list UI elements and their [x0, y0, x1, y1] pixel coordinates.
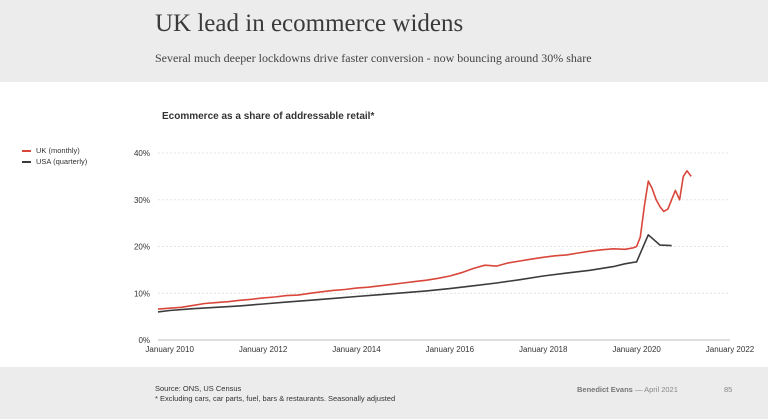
source-note: Source: ONS, US Census * Excluding cars,… — [155, 384, 395, 404]
page-subtitle: Several much deeper lockdowns drive fast… — [155, 51, 592, 65]
x-tick-label: January 2020 — [612, 345, 661, 354]
y-tick-label: 30% — [134, 196, 150, 205]
x-tick-label: January 2014 — [332, 345, 381, 354]
x-tick-label: January 2018 — [519, 345, 568, 354]
x-tick-label: January 2016 — [426, 345, 475, 354]
y-tick-label: 0% — [138, 336, 150, 345]
legend-item-usa: USA (quarterly) — [22, 156, 87, 167]
author-name: Benedict Evans — [577, 385, 633, 394]
source-text: Source: ONS, US Census — [155, 384, 242, 393]
credit-date: — April 2021 — [634, 385, 678, 394]
chart-title: Ecommerce as a share of addressable reta… — [162, 111, 375, 122]
page-title: UK lead in ecommerce widens — [155, 10, 464, 37]
legend-label-usa: USA (quarterly) — [36, 157, 88, 166]
y-tick-label: 40% — [134, 149, 150, 158]
x-tick-label: January 2010 — [145, 345, 194, 354]
series-line-uk — [157, 170, 692, 310]
footnote-text: * Excluding cars, car parts, fuel, bars … — [155, 394, 396, 403]
legend-swatch-uk — [22, 149, 31, 152]
y-tick-label: 10% — [134, 289, 150, 298]
chart-legend: UK (monthly) USA (quarterly) — [22, 145, 87, 167]
legend-label-uk: UK (monthly) — [36, 146, 80, 155]
legend-swatch-usa — [22, 160, 31, 163]
footer-band — [0, 367, 768, 419]
y-tick-label: 20% — [134, 243, 150, 252]
page-number: 85 — [724, 385, 733, 394]
x-tick-label: January 2012 — [239, 345, 288, 354]
series-line-usa — [157, 234, 672, 313]
author-credit: Benedict Evans — April 2021 — [577, 385, 678, 394]
x-tick-label: January 2022 — [706, 345, 755, 354]
legend-item-uk: UK (monthly) — [22, 145, 87, 156]
header-band — [0, 0, 768, 82]
